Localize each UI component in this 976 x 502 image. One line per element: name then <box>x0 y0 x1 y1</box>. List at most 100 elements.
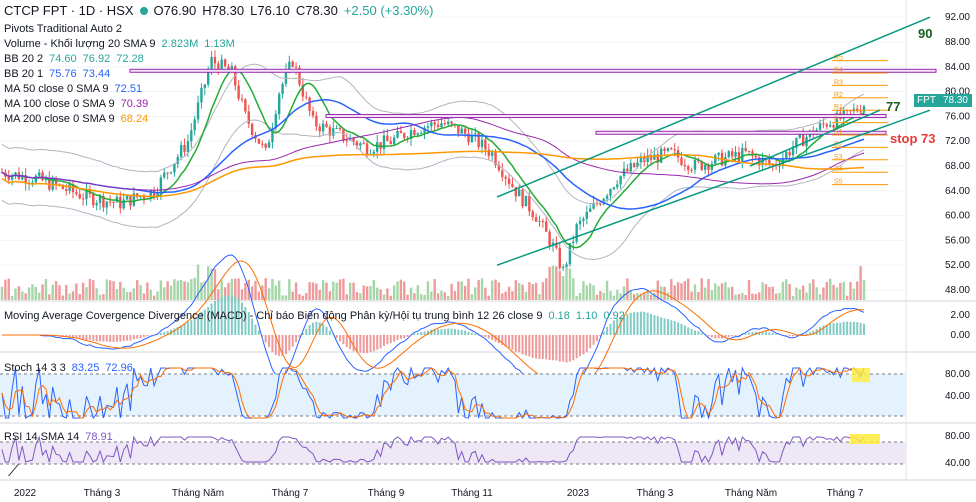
macd-histogram-bar <box>481 335 484 336</box>
volume-bar <box>416 285 419 300</box>
volume-bar <box>626 278 629 300</box>
macd-histogram-bar <box>572 335 575 361</box>
macd-histogram-bar <box>508 335 511 348</box>
candle-body <box>761 158 764 166</box>
macd-histogram-bar <box>802 334 805 335</box>
macd-histogram-bar <box>531 335 534 358</box>
legend-2[interactable]: BB 20 2 74.60 76.92 72.28 <box>4 52 144 66</box>
candle-body <box>730 151 734 157</box>
macd-histogram-bar <box>447 328 450 335</box>
legend-3[interactable]: BB 20 1 75.76 73.44 <box>4 67 110 81</box>
volume-bar <box>761 282 764 300</box>
volume-bar <box>321 280 325 300</box>
legend-4[interactable]: MA 50 close 0 SMA 9 72.51 <box>4 82 142 96</box>
candle-body <box>318 126 321 132</box>
candle-body <box>399 130 403 134</box>
volume-bar <box>572 278 575 300</box>
x-tick: Tháng 7 <box>272 488 309 499</box>
candle-body <box>494 152 497 165</box>
price-tick: 80.00 <box>945 87 970 98</box>
macd-histogram-bar <box>792 335 795 337</box>
candle-body <box>61 184 65 190</box>
volume-bar <box>291 291 294 300</box>
candle-body <box>267 142 271 148</box>
macd-histogram-bar <box>744 333 747 335</box>
volume-bar <box>568 268 572 300</box>
candle-body <box>649 155 653 160</box>
legend-5-label: MA 100 close 0 SMA 9 <box>4 98 115 110</box>
macd-histogram-bar <box>579 335 582 357</box>
bb-lower <box>1 119 865 260</box>
volume-bar <box>315 283 318 300</box>
volume-bar <box>463 285 467 300</box>
candle-body <box>163 172 166 178</box>
macd-histogram-bar <box>619 316 622 335</box>
macd-histogram-bar <box>768 332 771 335</box>
legend-6[interactable]: MA 200 close 0 SMA 9 68.24 <box>4 112 148 126</box>
legend-3-label: BB 20 1 <box>4 68 44 80</box>
volume-bar <box>609 290 612 300</box>
candle-body <box>321 123 325 132</box>
legend-rsi[interactable]: RSI 14 SMA 14 78.91 <box>4 430 113 444</box>
macd-tick: 2.00 <box>951 310 971 321</box>
candle-body <box>707 164 710 170</box>
candle-body <box>125 195 129 200</box>
macd-histogram-bar <box>484 335 487 337</box>
legend-1[interactable]: Volume - Khối lượng 20 SMA 9 2.823M 1.13M <box>4 37 235 51</box>
macd-histogram-bar <box>859 323 862 335</box>
macd-histogram-bar <box>819 327 822 335</box>
macd-histogram-bar <box>183 323 186 335</box>
legend-5[interactable]: MA 100 close 0 SMA 9 70.39 <box>4 97 148 111</box>
macd-histogram-bar <box>582 335 585 355</box>
volume-bar <box>423 294 426 300</box>
price-tick: 48.00 <box>945 285 970 296</box>
volume-bar <box>595 294 599 300</box>
macd-histogram-bar <box>443 328 446 335</box>
volume-bar <box>173 279 176 300</box>
candle-body <box>81 198 85 200</box>
volume-bar <box>365 286 369 300</box>
macd-histogram-bar <box>693 330 696 335</box>
volume-bar <box>680 283 683 300</box>
volume-bar <box>399 279 403 300</box>
volume-bar <box>599 291 602 300</box>
macd-histogram-bar <box>470 332 473 335</box>
candle-body <box>727 151 730 158</box>
volume-bar <box>521 284 524 300</box>
volume-bar <box>856 281 859 300</box>
macd-histogram-bar <box>731 335 734 337</box>
macd-histogram-bar <box>595 335 598 342</box>
volume-bar <box>359 293 362 300</box>
volume-bar <box>812 279 815 300</box>
macd-histogram-bar <box>846 321 849 335</box>
volume-bar <box>602 292 605 300</box>
candle-body <box>159 177 163 194</box>
volume-bar <box>538 294 541 300</box>
macd-histogram-bar <box>92 335 95 341</box>
candle-body <box>592 203 595 209</box>
volume-bar <box>85 287 88 300</box>
legend-macd[interactable]: Moving Average Covergence Divergence (MA… <box>4 309 625 323</box>
volume-bar <box>183 281 186 300</box>
macd-histogram-bar <box>558 335 561 362</box>
candle-body <box>612 187 616 190</box>
macd-histogram-bar <box>95 335 98 342</box>
volume-bar <box>108 280 112 300</box>
pivot-label: R2 <box>834 92 843 99</box>
volume-bar <box>34 286 38 300</box>
legend-stoch[interactable]: Stoch 14 3 3 83.25 72.96 <box>4 361 133 375</box>
candle-body <box>78 194 81 199</box>
volume-bar <box>440 290 443 300</box>
symbol-title[interactable]: CTCP FPT · 1D · HSX <box>4 3 134 18</box>
candle-body <box>122 199 125 209</box>
candle-body <box>392 137 396 145</box>
volume-bar <box>149 289 152 300</box>
candle-body <box>585 211 589 219</box>
candle-body <box>389 141 392 145</box>
macd-histogram-bar <box>99 335 102 342</box>
volume-bar <box>426 281 430 300</box>
legend-0[interactable]: Pivots Traditional Auto 2 <box>4 22 122 36</box>
volume-bar <box>129 291 132 300</box>
candle-body <box>460 128 463 134</box>
